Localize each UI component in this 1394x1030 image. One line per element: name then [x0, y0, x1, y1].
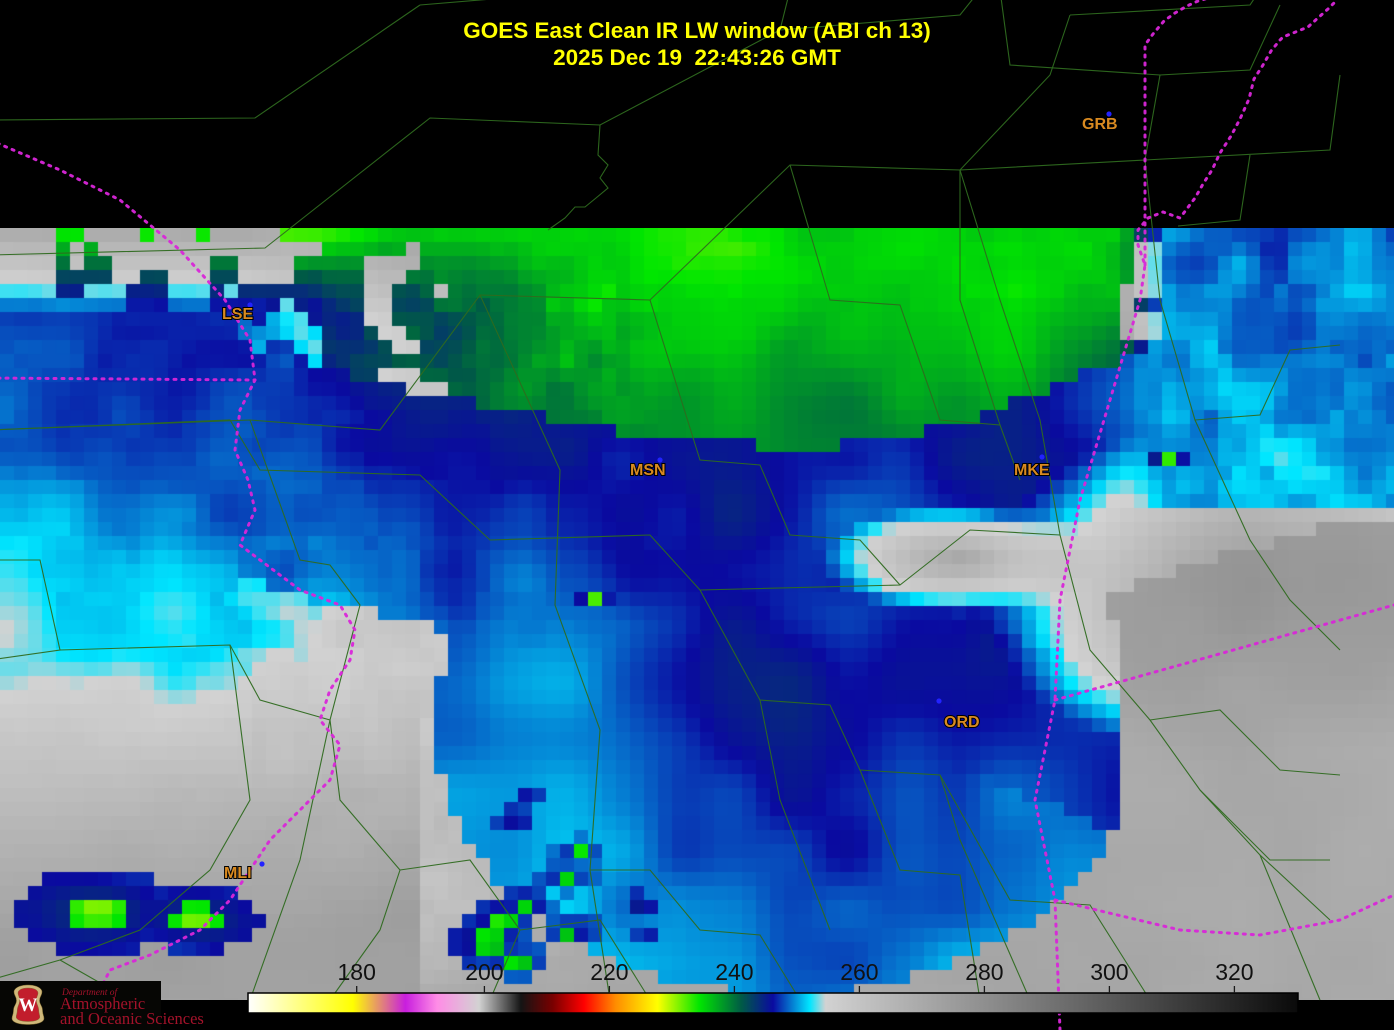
svg-text:320: 320 [1215, 959, 1253, 985]
svg-text:MSN: MSN [630, 462, 666, 479]
svg-text:GRB: GRB [1082, 116, 1118, 133]
svg-text:and Oceanic Sciences: and Oceanic Sciences [60, 1009, 204, 1028]
svg-text:W: W [19, 995, 38, 1016]
svg-text:180: 180 [338, 959, 376, 985]
svg-text:MKE: MKE [1014, 462, 1050, 479]
svg-text:GOES East Clean IR LW window (: GOES East Clean IR LW window (ABI ch 13) [463, 18, 931, 43]
svg-text:2025 Dec 19 22:43:26 GMT: 2025 Dec 19 22:43:26 GMT [553, 45, 841, 70]
svg-text:300: 300 [1090, 959, 1128, 985]
svg-text:240: 240 [715, 959, 753, 985]
svg-text:MLI: MLI [224, 865, 252, 882]
svg-text:220: 220 [590, 959, 628, 985]
svg-text:260: 260 [840, 959, 878, 985]
svg-text:ORD: ORD [944, 714, 980, 731]
svg-text:200: 200 [465, 959, 503, 985]
svg-text:LSE: LSE [222, 306, 253, 323]
svg-text:280: 280 [965, 959, 1003, 985]
